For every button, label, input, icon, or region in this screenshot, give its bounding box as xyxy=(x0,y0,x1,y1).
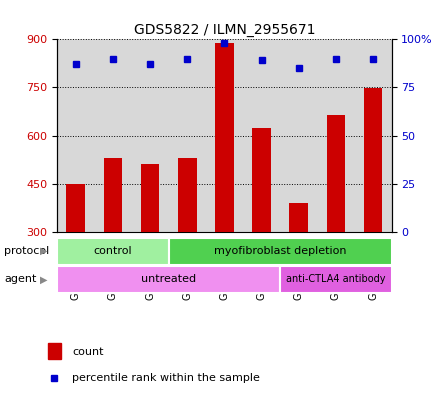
Bar xyxy=(169,237,392,265)
Bar xyxy=(48,343,61,360)
Bar xyxy=(280,266,392,293)
Text: untreated: untreated xyxy=(141,274,196,285)
Bar xyxy=(66,184,85,232)
Text: myofibroblast depletion: myofibroblast depletion xyxy=(214,246,346,256)
Bar xyxy=(57,266,280,293)
Text: count: count xyxy=(72,347,103,357)
Bar xyxy=(57,237,169,265)
Title: GDS5822 / ILMN_2955671: GDS5822 / ILMN_2955671 xyxy=(134,23,315,37)
Bar xyxy=(104,158,122,232)
Bar xyxy=(178,158,197,232)
Text: ▶: ▶ xyxy=(40,274,48,285)
Text: percentile rank within the sample: percentile rank within the sample xyxy=(72,373,260,383)
Bar xyxy=(290,203,308,232)
Bar xyxy=(252,128,271,232)
Text: ▶: ▶ xyxy=(40,246,48,256)
Bar xyxy=(326,115,345,232)
Bar xyxy=(215,42,234,232)
Bar xyxy=(364,88,382,232)
Bar xyxy=(141,164,159,232)
Text: protocol: protocol xyxy=(4,246,50,256)
Text: agent: agent xyxy=(4,274,37,285)
Text: anti-CTLA4 antibody: anti-CTLA4 antibody xyxy=(286,274,385,285)
Text: control: control xyxy=(94,246,132,256)
